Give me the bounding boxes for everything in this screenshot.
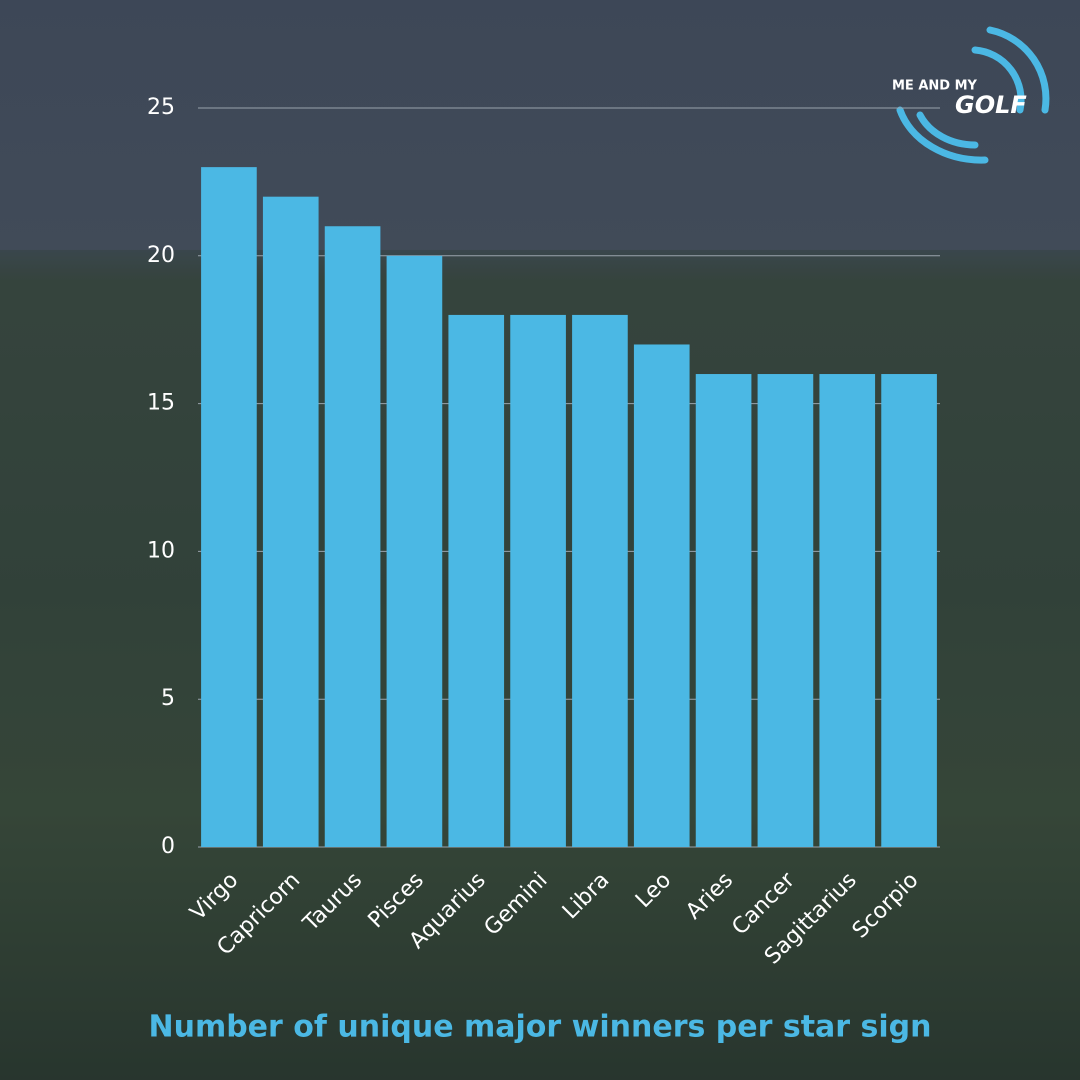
y-tick-label: 5	[161, 686, 175, 711]
logo	[896, 26, 1050, 164]
logo-text: GOLF	[955, 91, 1027, 119]
logo-arc	[971, 46, 1025, 114]
bar	[510, 314, 566, 847]
logo-arc	[896, 106, 989, 164]
bar	[819, 374, 876, 847]
bar	[386, 255, 443, 848]
y-tick-label: 10	[147, 538, 175, 563]
y-tick-label: 25	[147, 95, 175, 120]
logo-arc	[916, 111, 979, 149]
bar	[881, 374, 937, 847]
bar	[633, 344, 690, 847]
y-tick-label: 15	[147, 391, 175, 416]
bar	[201, 167, 257, 847]
bar	[572, 314, 628, 847]
y-tick-label: 0	[161, 834, 175, 859]
bar	[448, 314, 505, 847]
logo-text: ME AND MY	[892, 79, 978, 94]
bar	[324, 226, 381, 848]
y-tick-label: 20	[147, 243, 175, 268]
bar	[262, 196, 319, 847]
chart-title: Number of unique major winners per star …	[148, 1010, 931, 1045]
logo-arc	[986, 26, 1050, 114]
bar	[695, 374, 752, 847]
bar	[757, 374, 814, 847]
